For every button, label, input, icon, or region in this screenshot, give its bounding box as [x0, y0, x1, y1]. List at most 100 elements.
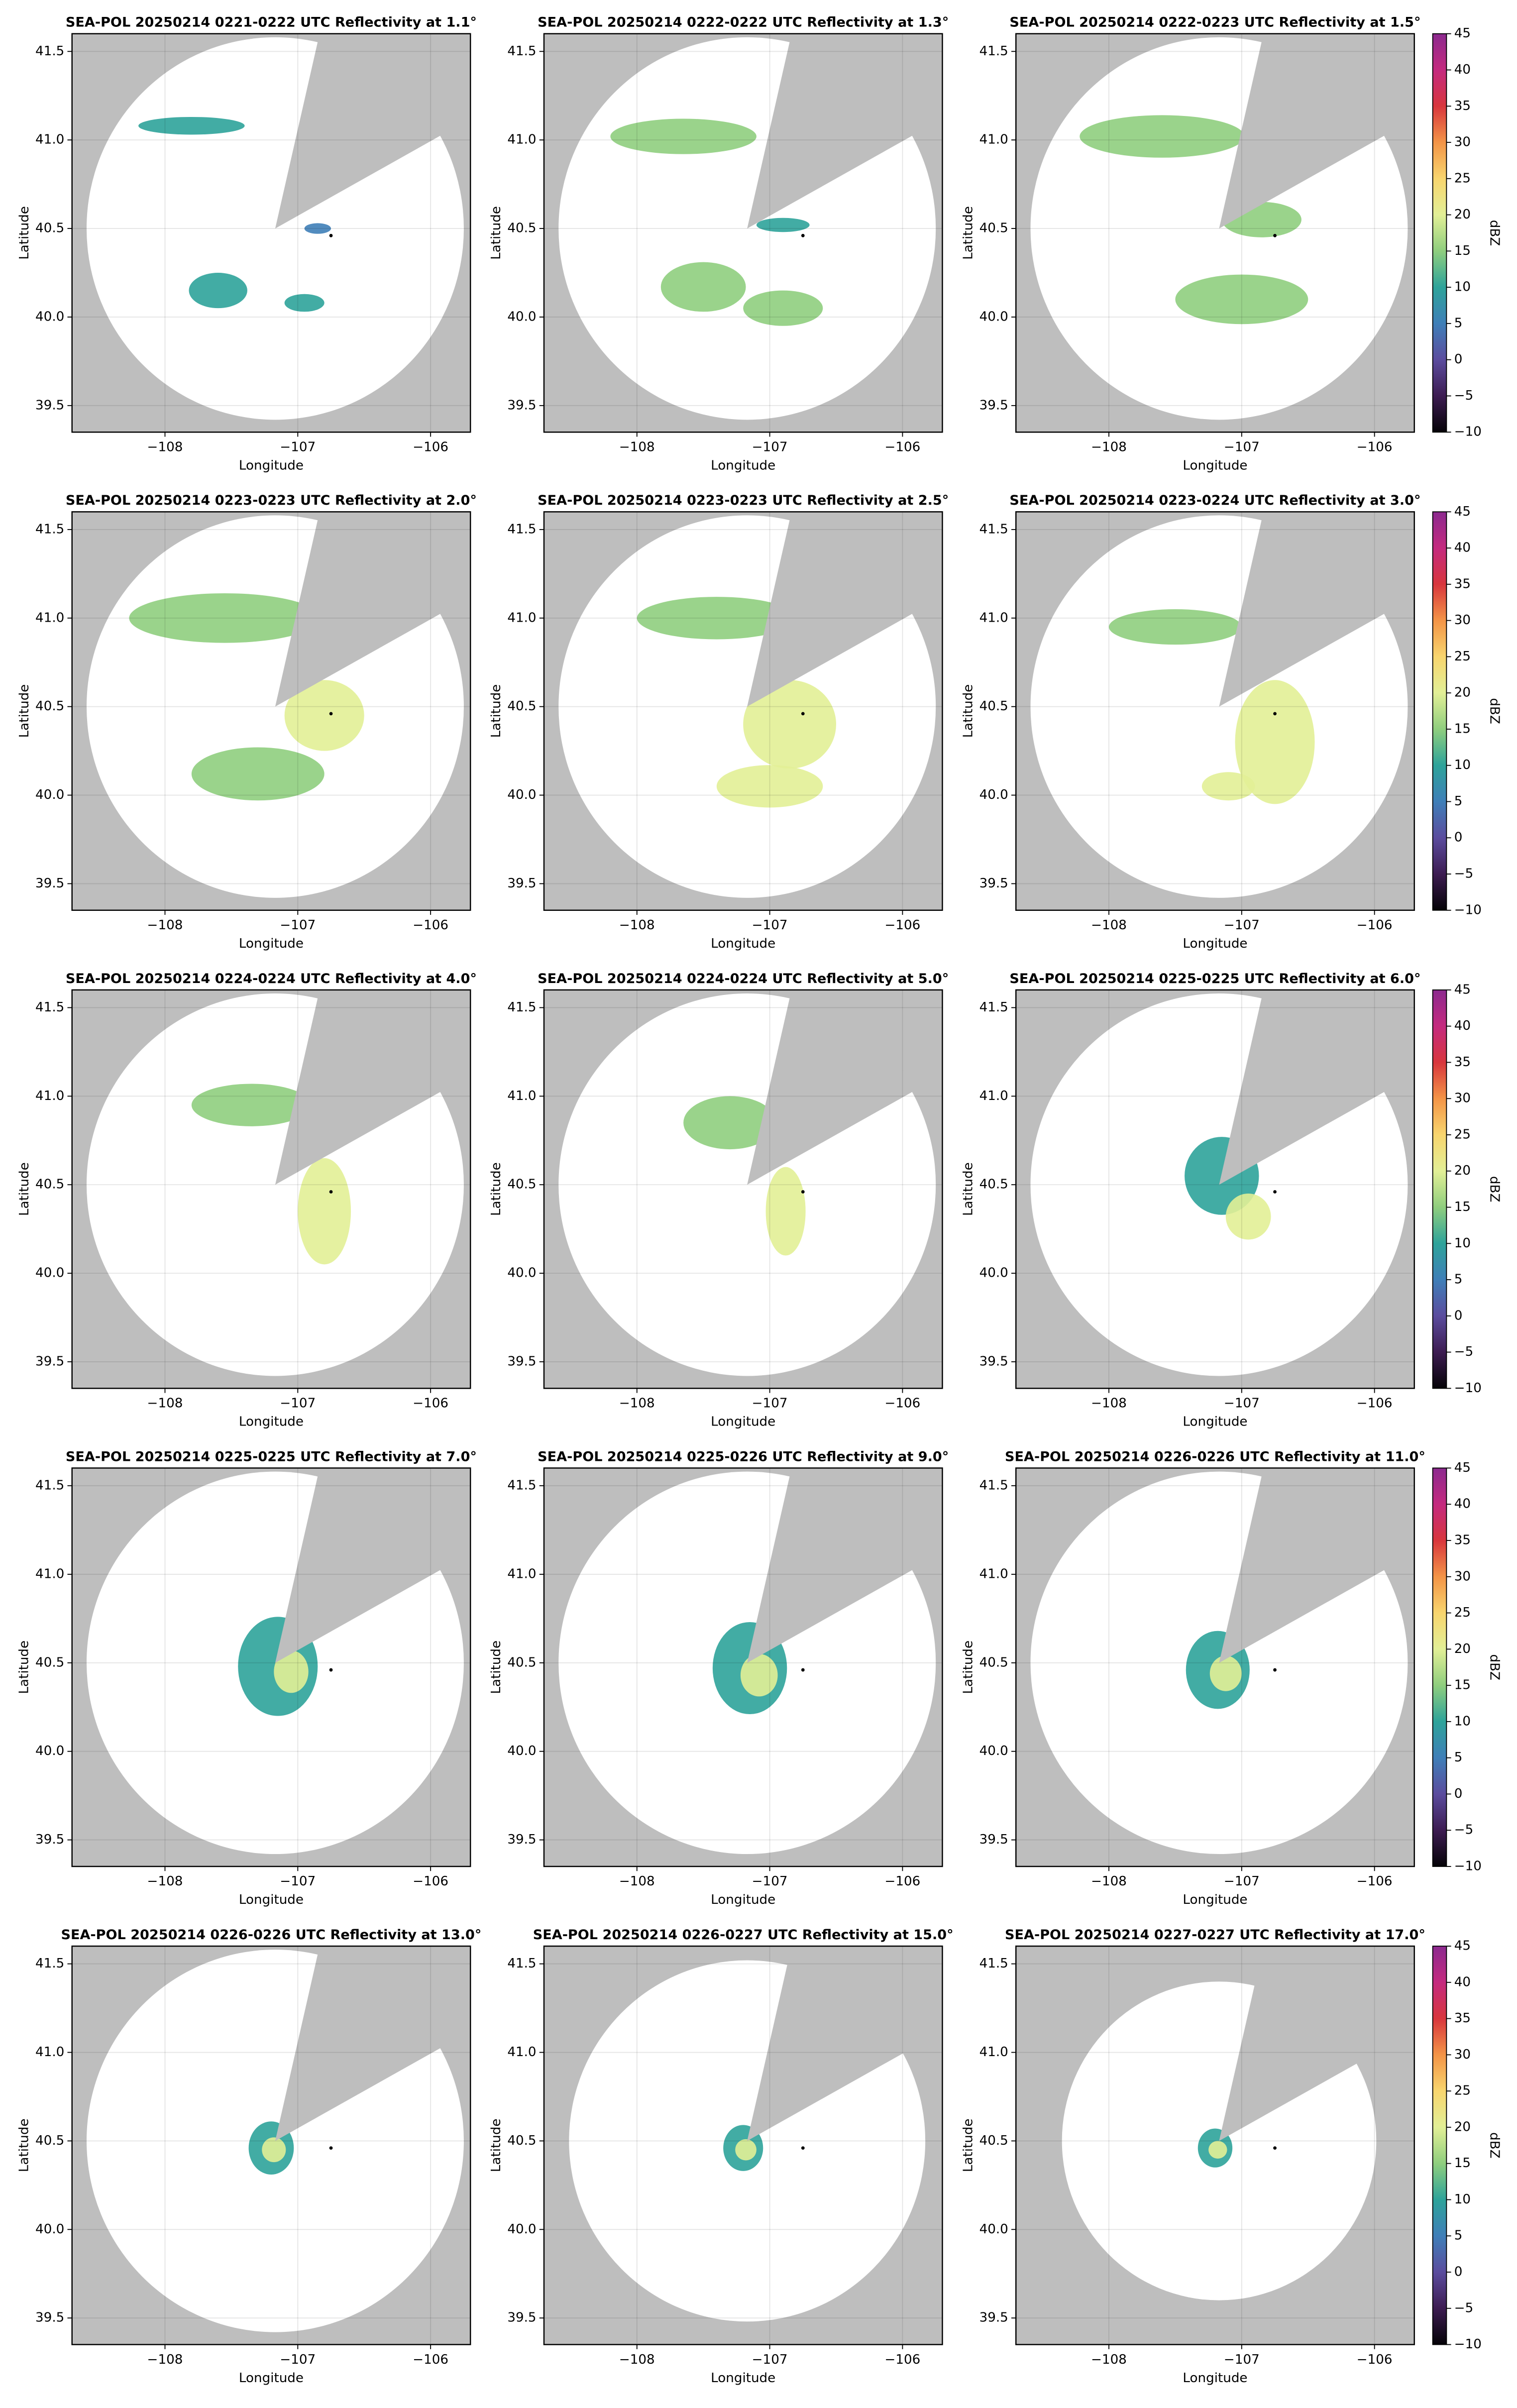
frame	[543, 511, 943, 911]
colorbar-tick-label: 10	[1454, 2192, 1471, 2207]
colorbar-tick-label: 20	[1454, 1642, 1471, 1656]
echo	[660, 262, 746, 312]
blocked-sector	[1219, 38, 1388, 229]
x-tick-label: −106	[413, 918, 448, 933]
panel	[72, 989, 471, 1389]
echo	[262, 2137, 286, 2163]
echo	[716, 765, 823, 808]
y-tick-label: 40.5	[507, 1177, 536, 1192]
y-tick-label: 41.0	[507, 1089, 536, 1103]
colorbar-tick-label: 20	[1454, 207, 1471, 222]
x-tick-label: −107	[752, 2352, 788, 2367]
chart-title: SEA-POL 20250214 0223-0223 UTC Reflectiv…	[66, 493, 477, 508]
blocked-sector	[747, 1961, 906, 2141]
colorbar-tick-label: 25	[1454, 2083, 1471, 2098]
y-tick-label: 41.5	[507, 1000, 536, 1015]
colorbar-tick-label: 10	[1454, 758, 1471, 772]
marker	[1273, 2146, 1277, 2150]
x-tick-label: −108	[619, 918, 655, 933]
y-tick-label: 40.5	[507, 699, 536, 714]
x-axis-label: Longitude	[1183, 1415, 1247, 1429]
y-tick-label: 41.5	[979, 1000, 1008, 1015]
y-tick-label: 40.0	[507, 2222, 536, 2237]
frame	[543, 1945, 943, 2345]
panel	[543, 512, 943, 910]
blocked-sector	[275, 516, 444, 707]
y-tick-label: 41.5	[35, 1000, 64, 1015]
panel	[1016, 512, 1414, 910]
y-tick-label: 39.5	[35, 2310, 64, 2325]
y-tick-label: 41.0	[35, 1566, 64, 1581]
marker	[1273, 712, 1277, 716]
y-tick-label: 41.5	[507, 44, 536, 59]
colorbar-tick-label: 45	[1454, 1939, 1471, 1954]
colorbar-tick-label: 20	[1454, 685, 1471, 700]
marker	[801, 233, 805, 237]
echo	[743, 680, 836, 769]
y-tick-label: 40.0	[35, 1744, 64, 1758]
colorbar-tick-label: 5	[1454, 1750, 1463, 1765]
y-tick-label: 41.0	[979, 1089, 1008, 1103]
y-tick-label: 39.5	[979, 2310, 1008, 2325]
frame	[71, 511, 471, 911]
echo	[1175, 274, 1308, 325]
panel	[72, 1946, 471, 2345]
blocked-sector	[1219, 1982, 1360, 2141]
echo	[765, 1167, 806, 1256]
chart-title: SEA-POL 20250214 0224-0224 UTC Reflectiv…	[538, 971, 949, 986]
blocked-sector	[275, 1472, 444, 1663]
colorbar-tick-label: 25	[1454, 649, 1471, 664]
blocked-sector	[747, 38, 916, 229]
marker	[329, 712, 333, 716]
x-axis-label: Longitude	[711, 1892, 775, 1907]
marker	[801, 1668, 805, 1672]
marker	[1273, 1190, 1277, 1194]
colorbar-tick-label: 30	[1454, 2047, 1471, 2062]
x-tick-label: −108	[147, 2352, 183, 2367]
marker	[801, 712, 805, 716]
x-tick-label: −107	[280, 2352, 316, 2367]
marker	[1273, 1668, 1277, 1672]
colorbar-tick-label: 0	[1454, 352, 1463, 367]
x-tick-label: −106	[884, 1396, 920, 1411]
colorbar-tick-label: 15	[1454, 1200, 1471, 1214]
x-tick-label: −107	[752, 918, 788, 933]
x-tick-label: −107	[280, 440, 316, 455]
colorbar-tick-label: 35	[1454, 1533, 1471, 1548]
x-tick-label: −107	[280, 918, 316, 933]
x-tick-label: −106	[413, 1396, 448, 1411]
colorbar-tick-label: 0	[1454, 2264, 1463, 2279]
y-tick-label: 40.0	[507, 1266, 536, 1281]
frame	[1015, 511, 1415, 911]
y-tick-label: 40.5	[979, 1177, 1008, 1192]
blocked-sector	[275, 994, 444, 1185]
frame	[543, 989, 943, 1389]
echo	[191, 747, 325, 801]
colorbar-tick-label: 30	[1454, 1091, 1471, 1106]
blocked-sector	[747, 1472, 916, 1663]
y-tick-label: 39.5	[507, 2310, 536, 2325]
frame	[71, 1945, 471, 2345]
colorbar-tick-label: 45	[1454, 1460, 1471, 1475]
x-axis-label: Longitude	[1183, 936, 1247, 951]
echo	[743, 290, 823, 326]
echo	[637, 597, 796, 640]
x-tick-label: −107	[280, 1396, 316, 1411]
echo	[284, 294, 325, 312]
x-axis-label: Longitude	[239, 1892, 304, 1907]
marker	[329, 1668, 333, 1672]
echo	[735, 2139, 757, 2161]
x-tick-label: −107	[1224, 2352, 1260, 2367]
y-tick-label: 39.5	[979, 1354, 1008, 1369]
y-tick-label: 40.5	[507, 1655, 536, 1670]
chart-title: SEA-POL 20250214 0226-0226 UTC Reflectiv…	[1005, 1449, 1425, 1464]
chart-title: SEA-POL 20250214 0224-0224 UTC Reflectiv…	[66, 971, 477, 986]
y-tick-label: 40.5	[35, 1655, 64, 1670]
x-tick-label: −107	[1224, 918, 1260, 933]
colorbar-tick-label: −10	[1454, 1859, 1482, 1873]
echo	[304, 223, 331, 234]
panel	[543, 1946, 943, 2345]
panel	[1016, 33, 1414, 433]
frame	[543, 33, 943, 433]
y-tick-label: 40.5	[979, 2133, 1008, 2148]
